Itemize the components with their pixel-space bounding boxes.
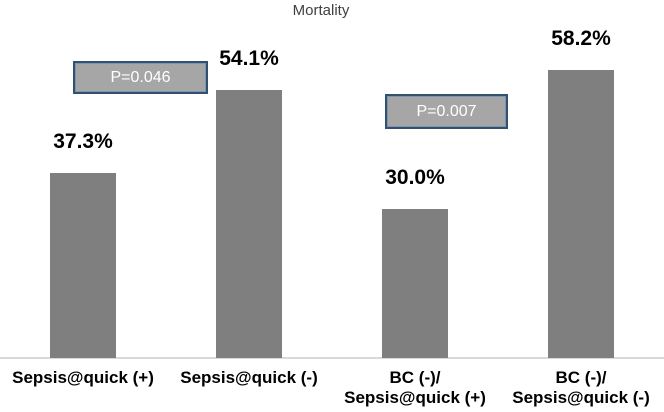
- x-axis-line: [0, 357, 664, 359]
- category-label: Sepsis@quick (+): [12, 368, 154, 387]
- bar: [548, 70, 614, 358]
- category-label: BC (-)/ Sepsis@quick (-): [512, 368, 650, 407]
- chart-title: Mortality: [292, 2, 350, 19]
- category-label: BC (-)/ Sepsis@quick (+): [344, 368, 486, 407]
- value-label: 54.1%: [219, 47, 279, 70]
- bar: [50, 173, 116, 358]
- p-value-box: P=0.046: [73, 61, 208, 94]
- value-label: 37.3%: [53, 130, 113, 153]
- value-label: 30.0%: [385, 166, 445, 189]
- bar: [216, 90, 282, 358]
- value-label: 58.2%: [551, 27, 611, 50]
- p-value-label: P=0.007: [416, 102, 477, 120]
- p-value-box: P=0.007: [385, 94, 508, 129]
- bar: [382, 209, 448, 358]
- category-label: Sepsis@quick (-): [180, 368, 318, 387]
- p-value-label: P=0.046: [110, 68, 171, 86]
